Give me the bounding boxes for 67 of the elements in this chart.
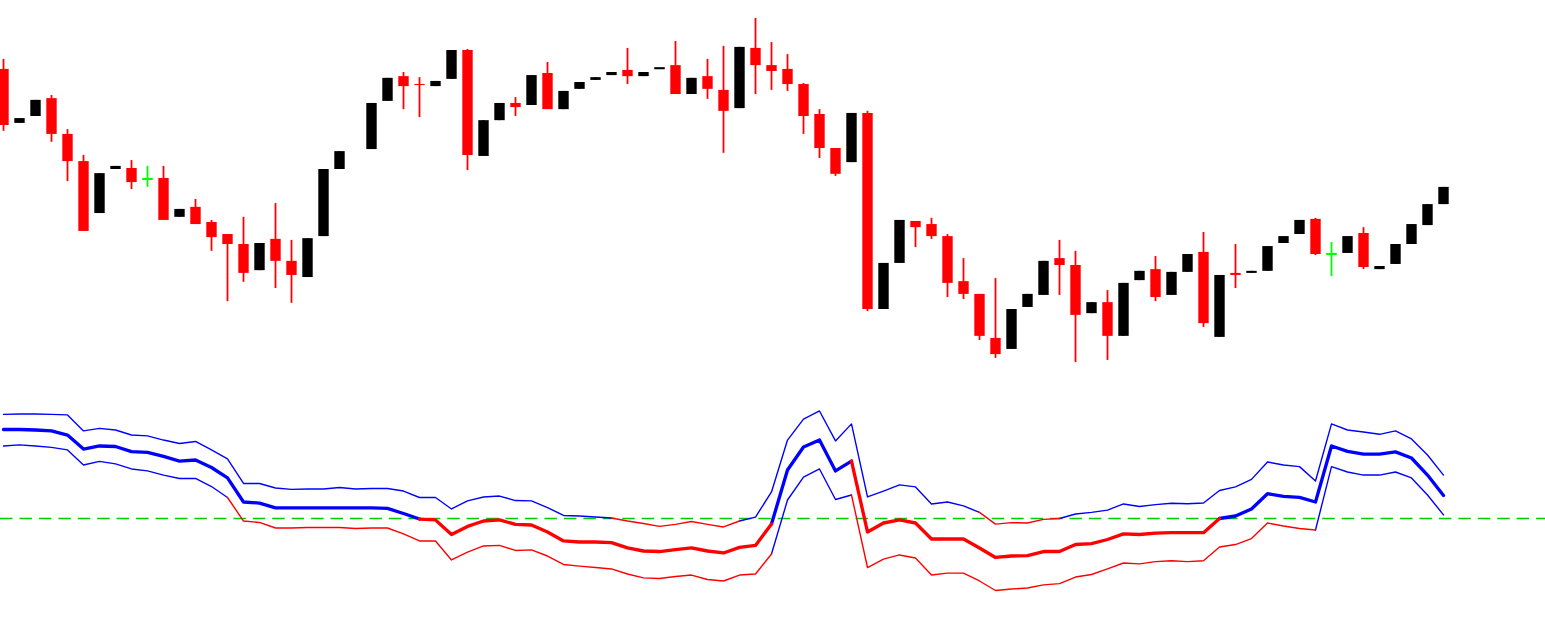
candlestick: [510, 96, 521, 117]
candlestick: [414, 76, 425, 118]
candlestick: [318, 168, 329, 237]
candlestick: [1102, 289, 1113, 361]
candlestick: [846, 112, 857, 164]
candlestick: [126, 159, 137, 190]
candlestick: [1150, 255, 1161, 303]
candlestick: [382, 76, 393, 102]
candlestick: [542, 61, 553, 111]
candlestick: [702, 58, 713, 100]
candlestick: [62, 128, 73, 182]
candlestick: [1038, 259, 1049, 296]
candlestick: [830, 147, 841, 177]
candlestick: [1262, 245, 1273, 272]
candlestick: [1325, 241, 1338, 277]
candlestick: [302, 237, 313, 278]
candlestick: [1214, 274, 1225, 338]
candlestick: [286, 238, 297, 304]
candlestick: [1230, 243, 1241, 289]
candlestick: [862, 109, 873, 312]
candlestick: [270, 202, 281, 289]
candlestick: [0, 58, 9, 132]
candlestick: [814, 108, 825, 159]
candlestick: [94, 172, 105, 214]
candlestick: [990, 277, 1001, 359]
candlestick: [958, 257, 969, 300]
candlestick: [366, 102, 377, 150]
candlestick: [718, 44, 729, 154]
candlestick: [1406, 223, 1417, 245]
candlestick: [750, 17, 761, 95]
candlestick: [206, 219, 217, 252]
candlestick: [798, 82, 809, 135]
candlestick: [1166, 270, 1177, 296]
candlestick: [398, 71, 409, 111]
candlestick: [254, 242, 265, 272]
candlestick: [526, 74, 537, 106]
candlestick: [558, 90, 569, 111]
candlestick: [926, 216, 937, 240]
candlestick: [238, 215, 249, 283]
candlestick: [782, 53, 793, 92]
candlestick: [942, 233, 953, 298]
candlestick: [46, 94, 57, 143]
candlestick: [1070, 249, 1081, 363]
candlestick: [1422, 203, 1433, 226]
candlestick: [141, 165, 154, 188]
candlestick: [910, 220, 921, 249]
candlestick: [622, 47, 633, 85]
candlestick: [462, 48, 473, 171]
candlestick: [78, 153, 89, 232]
candlestick: [670, 40, 681, 95]
candlestick: [766, 41, 777, 91]
candlestick: [878, 262, 889, 310]
candlestick: [190, 198, 201, 225]
candlestick: [222, 233, 233, 303]
candlestick: [974, 292, 985, 341]
candlestick: [1006, 308, 1017, 350]
candlestick: [1198, 231, 1209, 328]
candlestick: [1118, 281, 1129, 337]
candlestick: [1054, 238, 1065, 296]
candlestick: [1358, 226, 1369, 271]
candlestick: [1310, 216, 1321, 256]
candlestick: [894, 219, 905, 264]
candlestick: [446, 49, 457, 80]
candlestick: [1390, 243, 1401, 265]
candlestick: [158, 165, 169, 221]
candlestick: [734, 45, 745, 110]
candlestick: [478, 119, 489, 157]
